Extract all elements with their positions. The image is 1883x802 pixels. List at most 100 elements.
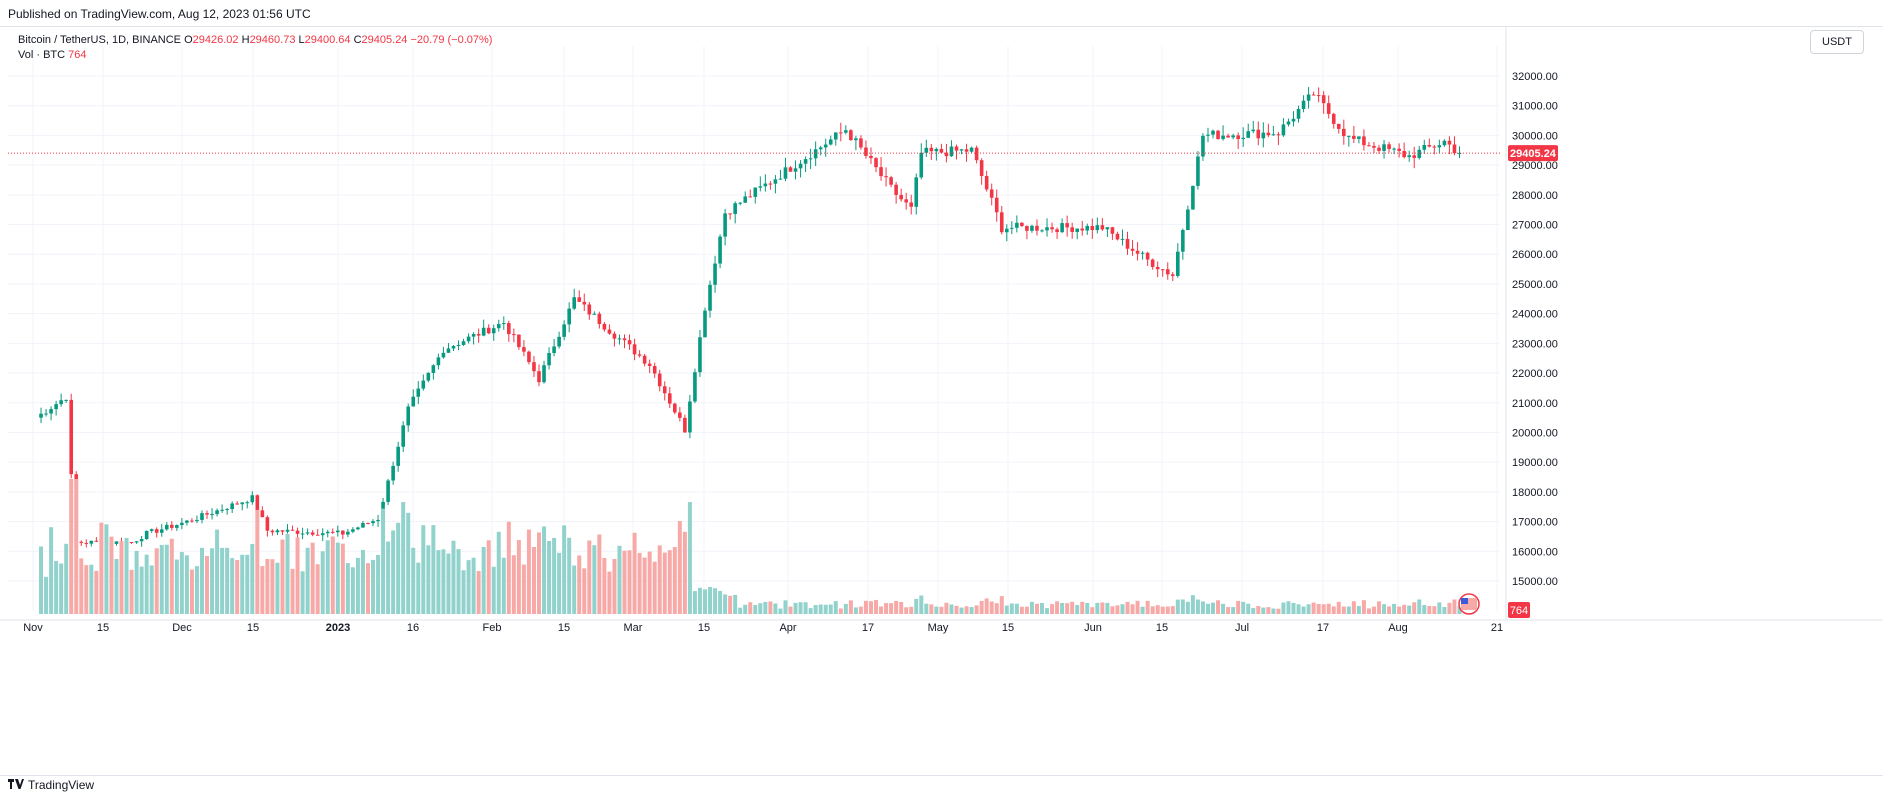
candle-body xyxy=(994,197,999,213)
candle-body xyxy=(1155,266,1160,270)
volume-bar xyxy=(1205,603,1210,614)
volume-bar xyxy=(582,568,587,614)
volume-bar xyxy=(124,537,129,614)
volume-bar xyxy=(1422,605,1427,614)
candle-body xyxy=(1372,145,1376,148)
candle-body xyxy=(1271,134,1276,136)
candle-body xyxy=(255,495,260,511)
volume-bar xyxy=(537,532,541,614)
volume-bar xyxy=(999,596,1004,614)
candle-body xyxy=(517,334,521,348)
volume-bar xyxy=(672,547,677,614)
candle-body xyxy=(366,522,370,524)
candle-body xyxy=(959,149,964,151)
volume-bar xyxy=(526,529,531,614)
candle-body xyxy=(1050,227,1054,230)
volume-bar xyxy=(798,602,803,614)
volume-bar xyxy=(305,547,310,614)
volume-bar xyxy=(1145,600,1150,614)
candle-body xyxy=(1105,227,1110,230)
x-tick-label: Dec xyxy=(172,622,192,634)
y-tick-label: 22000.00 xyxy=(1512,368,1558,380)
volume-bar xyxy=(919,595,924,614)
candle-body xyxy=(567,308,571,325)
candle-body xyxy=(1196,156,1200,186)
volume-bar xyxy=(989,601,994,614)
candle-body xyxy=(1145,252,1150,260)
candle-body xyxy=(899,194,903,200)
volume-bar xyxy=(828,604,833,614)
candle-body xyxy=(346,531,350,535)
volume-bar xyxy=(1050,604,1055,614)
volume-bar xyxy=(713,588,718,614)
candle-body xyxy=(39,413,43,418)
volume-bar xyxy=(954,605,959,614)
candle-body xyxy=(250,495,255,503)
candle-body xyxy=(290,529,295,531)
volume-bar xyxy=(1366,608,1371,614)
volume-bar xyxy=(114,558,119,614)
volume-bar xyxy=(697,587,702,614)
candle-body xyxy=(1281,124,1286,136)
candle-body xyxy=(210,514,214,516)
candle-body xyxy=(673,403,677,413)
candle-body xyxy=(783,167,788,179)
volume-bar xyxy=(54,561,59,614)
x-tick-label: Feb xyxy=(483,622,502,634)
candle-body xyxy=(431,365,436,373)
footer-brand[interactable]: TradingView xyxy=(8,778,94,792)
candle-body xyxy=(839,132,843,134)
x-tick-label: 17 xyxy=(862,622,874,634)
volume-bar xyxy=(531,546,536,614)
candle-body xyxy=(1165,269,1170,275)
volume-bar xyxy=(295,537,300,614)
candle-body xyxy=(713,263,717,285)
candle-body xyxy=(1352,135,1356,139)
volume-bar xyxy=(1065,603,1070,614)
candle-body xyxy=(215,510,219,515)
candle-body xyxy=(1070,227,1074,232)
y-tick-label: 30000.00 xyxy=(1512,130,1558,142)
candle-body xyxy=(190,520,194,522)
volume-bar xyxy=(144,554,149,614)
volume-bar xyxy=(607,571,612,614)
volume-bar xyxy=(421,525,426,614)
volume-bar xyxy=(1356,606,1361,614)
volume-bar xyxy=(929,604,934,614)
candle-body xyxy=(180,522,184,526)
candle-body xyxy=(1422,145,1427,150)
candle-body xyxy=(622,338,627,341)
volume-bar xyxy=(879,606,884,614)
volume-bar xyxy=(597,534,602,614)
candle-body xyxy=(1095,225,1100,231)
candle-body xyxy=(315,534,320,536)
volume-bar xyxy=(164,544,169,614)
candle-body xyxy=(1140,252,1145,254)
volume-bar xyxy=(738,607,743,614)
volume-bar xyxy=(1336,601,1341,614)
volume-bar xyxy=(396,522,401,614)
currency-button[interactable]: USDT xyxy=(1810,30,1864,54)
volume-bar xyxy=(924,603,929,614)
volume-bar xyxy=(833,601,838,614)
volume-bar xyxy=(1190,595,1195,614)
candle-body xyxy=(1251,129,1256,132)
volume-bar xyxy=(481,546,486,614)
candle-body xyxy=(889,177,893,185)
volume-bar xyxy=(310,542,315,614)
volume-bar xyxy=(451,540,456,614)
candle-body xyxy=(1025,225,1029,231)
volume-bar xyxy=(99,522,104,614)
y-tick-label: 27000.00 xyxy=(1512,220,1558,232)
candle-body xyxy=(1075,228,1080,232)
volume-bar xyxy=(964,606,969,614)
x-tick-label: 15 xyxy=(698,622,710,634)
candle-body xyxy=(1186,209,1190,231)
volume-bar xyxy=(547,540,552,614)
volume-bar xyxy=(1281,602,1286,614)
volume-bar xyxy=(340,543,345,614)
candle-body xyxy=(89,540,94,544)
candle-body xyxy=(1266,132,1271,136)
candle-body xyxy=(1452,144,1457,154)
